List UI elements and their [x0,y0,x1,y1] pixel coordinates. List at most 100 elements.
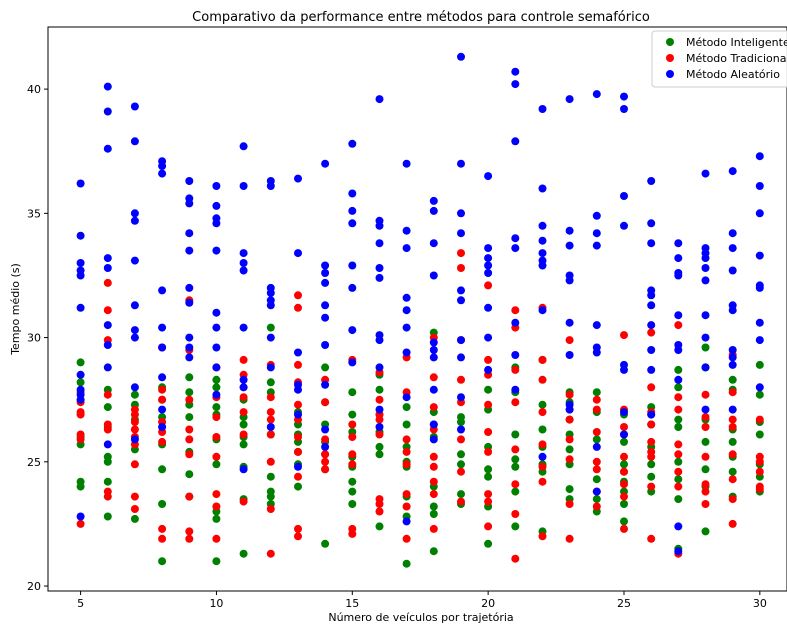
legend-label-inteligente: Método Inteligente [686,36,787,49]
point-aleatorio [130,326,139,335]
point-aleatorio [511,318,520,327]
point-aleatorio [185,229,194,238]
point-inteligente [701,527,710,536]
point-aleatorio [375,221,384,230]
point-aleatorio [647,321,656,330]
point-tradicional [620,452,628,461]
y-tick-label: 20 [27,580,41,593]
point-tradicional [348,529,357,538]
point-aleatorio [348,261,357,270]
y-axis-label: Tempo médio (s) [9,263,22,356]
point-aleatorio [701,254,710,263]
point-aleatorio [212,390,221,399]
point-tradicional [158,534,167,543]
point-tradicional [402,534,411,543]
y-tick-label: 40 [27,83,41,96]
point-aleatorio [484,333,493,342]
point-tradicional [647,383,656,392]
point-tradicional [375,395,384,404]
point-inteligente [429,547,438,556]
point-aleatorio [158,286,167,295]
point-inteligente [103,512,112,521]
point-tradicional [728,388,737,397]
point-tradicional [212,490,221,499]
point-inteligente [647,472,656,481]
point-inteligente [266,492,275,501]
point-inteligente [592,475,601,484]
point-inteligente [484,385,493,394]
point-tradicional [266,408,275,417]
point-aleatorio [538,221,547,230]
point-aleatorio [728,346,737,354]
point-aleatorio [266,333,275,342]
point-aleatorio [185,298,194,307]
point-aleatorio [511,137,520,146]
point-aleatorio [647,177,656,185]
point-aleatorio [592,90,601,99]
point-aleatorio [130,209,139,218]
point-aleatorio [592,241,601,250]
point-aleatorio [429,435,438,444]
point-aleatorio [76,231,85,240]
point-aleatorio [647,301,656,310]
point-aleatorio [375,239,384,248]
point-inteligente [76,358,85,367]
point-aleatorio [674,375,683,384]
point-inteligente [511,487,520,496]
point-tradicional [565,435,574,444]
point-inteligente [212,383,221,392]
point-tradicional [511,480,520,489]
point-aleatorio [701,276,710,285]
point-aleatorio [103,341,112,349]
point-tradicional [457,264,465,272]
point-inteligente [701,437,710,446]
point-tradicional [538,477,547,486]
point-tradicional [130,410,139,419]
point-aleatorio [592,487,601,496]
point-tradicional [185,425,194,434]
point-aleatorio [565,405,574,414]
point-inteligente [620,517,628,526]
point-tradicional [538,532,547,541]
point-tradicional [565,455,574,464]
legend-marker-inteligente [666,38,674,46]
point-tradicional [511,510,520,518]
point-tradicional [76,435,85,444]
point-aleatorio [647,239,656,248]
point-aleatorio [755,318,764,327]
point-aleatorio [294,348,302,357]
point-tradicional [701,452,710,461]
point-aleatorio [457,159,465,168]
point-inteligente [755,360,764,369]
point-aleatorio [402,293,411,302]
point-tradicional [212,413,221,422]
x-tick-label: 20 [481,597,495,610]
point-aleatorio [185,333,194,342]
y-tick-label: 25 [27,456,41,469]
point-inteligente [103,477,112,486]
point-aleatorio [103,144,112,153]
point-inteligente [375,385,384,394]
point-tradicional [484,447,493,456]
point-tradicional [429,452,438,461]
point-inteligente [701,465,710,474]
point-tradicional [701,413,710,422]
point-aleatorio [294,174,302,183]
point-tradicional [103,492,112,501]
point-inteligente [620,460,628,469]
y-axis: 20 25 30 35 40 [27,83,48,593]
point-tradicional [674,393,683,402]
x-axis: 5 10 15 20 25 30 [77,591,767,610]
point-aleatorio [321,261,330,270]
point-aleatorio [674,311,683,320]
point-aleatorio [130,256,139,265]
point-tradicional [620,467,628,476]
point-aleatorio [103,321,112,330]
point-tradicional [321,457,330,466]
point-aleatorio [620,221,628,230]
point-inteligente [103,457,112,466]
point-tradicional [429,490,438,499]
point-tradicional [130,492,139,501]
point-tradicional [647,452,656,461]
point-aleatorio [375,95,384,104]
